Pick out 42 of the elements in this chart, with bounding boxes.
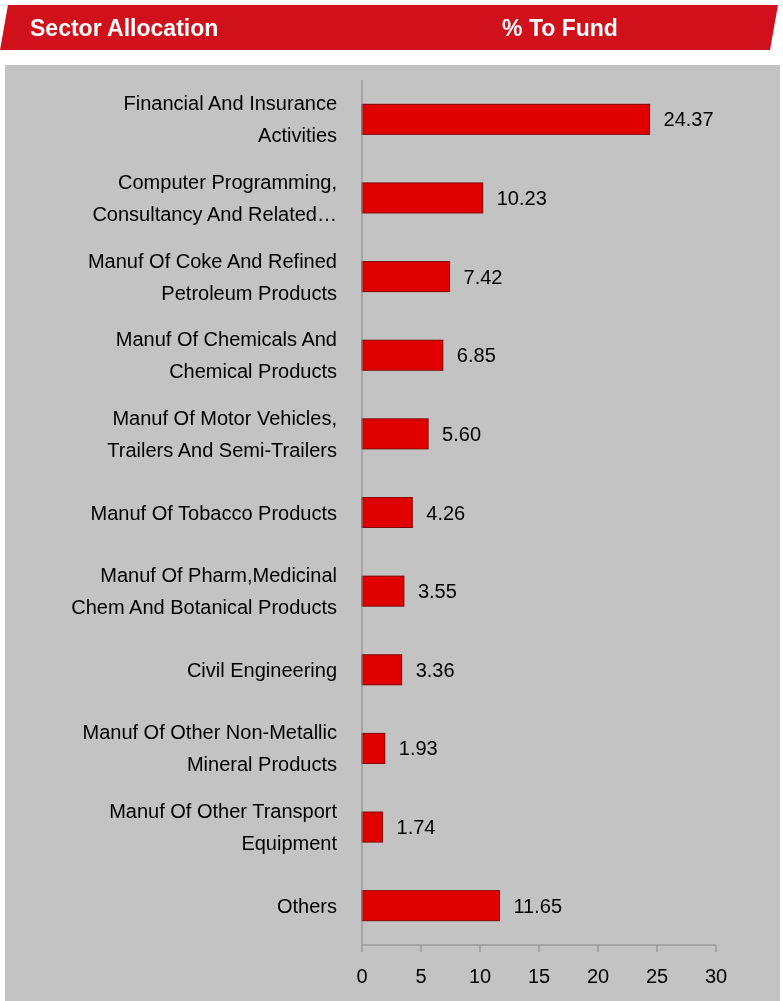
bar [361,182,484,214]
y-tick-label: Manuf Of Coke And Refined Petroleum Products [87,249,337,304]
y-tick-label: Others [276,894,337,917]
text: Sector Allocation [30,15,219,41]
y-tick-label: Manuf Of Motor Vehicles, Trailers And Semi-Trailers [107,406,337,461]
data-label: 24.37 [663,108,714,131]
data-label: 6.85 [456,344,496,367]
y-tick-label: Financial And Insurance Activities [123,92,337,147]
x-tick-label: 20 [586,965,610,987]
bar [361,890,500,922]
bar [361,418,429,450]
x-tick-label: 15 [527,965,551,987]
y-tick-label: Manuf Of Pharm,Medicinal Chem And Botanical Products [71,564,337,619]
y-tick-label: Manuf Of Other Non-Metallic Mineral Products [82,721,337,776]
y-tick-label: Civil Engineering [186,658,337,681]
data-label: 4.26 [426,501,466,524]
chart-subtitle: % To Fund [502,15,618,41]
data-label: 5.60 [442,422,482,445]
y-tick-label: Manuf Of Chemicals And Chemical Products [115,328,337,383]
data-label: 3.36 [415,658,455,681]
bar [361,811,384,843]
x-tick-label: 10 [468,965,492,987]
data-label: 7.42 [463,265,503,288]
x-tick-label: 5 [415,965,427,987]
data-label: 3.55 [417,580,457,603]
bar [361,339,444,371]
x-tick-label: 0 [356,965,368,987]
data-label: 10.23 [496,186,547,209]
y-tick-label: Manuf Of Tobacco Products [90,501,337,524]
x-tick-label: 25 [645,965,669,987]
bar [361,261,451,293]
bar [361,575,405,607]
bar [361,497,413,528]
x-tick-label: 30 [704,965,728,987]
bar [361,103,651,135]
y-tick-label: Computer Programming, Consultancy And Related… [92,170,337,225]
data-label: 1.74 [396,816,436,839]
data-label: 11.65 [513,894,563,917]
data-label: 1.93 [398,737,438,760]
bar [361,654,403,686]
y-tick-label: Manuf Of Other Transport Equipment [109,800,338,855]
bar [361,732,386,764]
